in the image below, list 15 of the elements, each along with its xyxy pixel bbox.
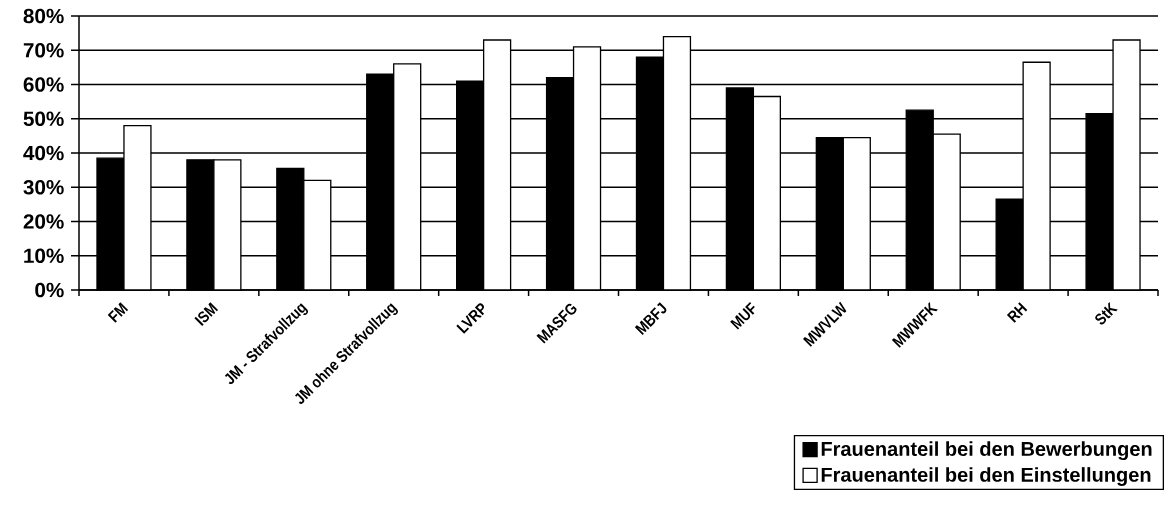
legend-label: Frauenanteil bei den Bewerbungen (821, 441, 1152, 461)
x-tick-label: ISM (194, 302, 219, 326)
y-tick-label: 0% (35, 282, 64, 298)
y-tick-label: 10% (24, 248, 64, 264)
x-tick-label: StK (1095, 302, 1118, 325)
y-tick-label: 70% (23, 42, 64, 58)
x-tick-label: FM (107, 302, 129, 323)
x-tick-label: RH (1006, 302, 1028, 323)
y-tick-label: 50% (23, 111, 64, 127)
y-tick-label: 60% (23, 77, 64, 92)
y-tick-label: 20% (23, 214, 64, 229)
y-tick-label: 40% (23, 145, 64, 161)
legend-label: Frauenanteil bei den Einstellungen (821, 467, 1151, 486)
y-tick-label: 30% (23, 179, 64, 195)
y-tick-label: 80% (23, 8, 64, 24)
